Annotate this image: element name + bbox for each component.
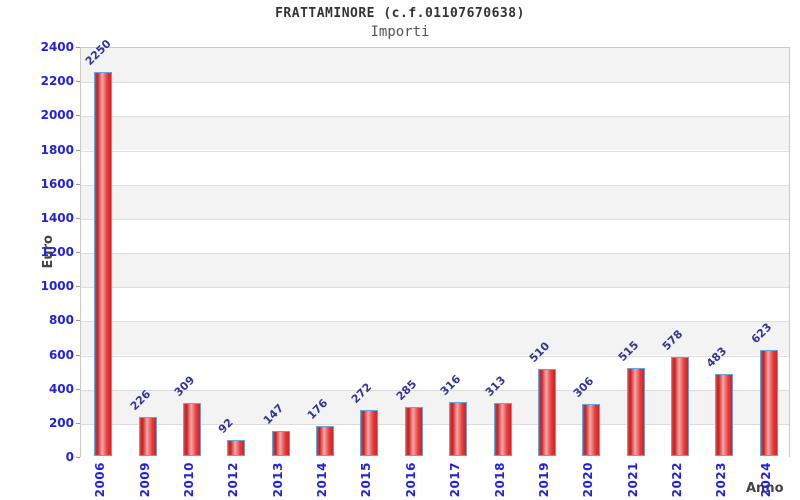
gridline — [81, 287, 789, 289]
y-tick-mark — [76, 354, 80, 356]
bar-2022 — [671, 357, 690, 456]
y-tick-mark — [76, 286, 80, 288]
bar-2019 — [537, 368, 556, 456]
y-tick-label: 1200 — [40, 245, 74, 259]
gridline — [81, 321, 789, 323]
x-tick-label: 2013 — [270, 462, 285, 498]
plot-area: 2250 226 309 92 147 176 272 285 316 313 510 306 515 5… — [80, 37, 790, 458]
x-tick-label: 2006 — [93, 462, 108, 498]
bar-2012 — [227, 440, 246, 456]
y-tick-label: 2400 — [40, 40, 74, 54]
y-tick-label: 2000 — [40, 108, 74, 123]
x-tick-label: 2017 — [448, 462, 463, 498]
y-tick-mark — [76, 183, 80, 185]
y-tick-label: 400 — [48, 381, 74, 396]
y-tick-label: 0 — [65, 450, 74, 464]
grid-band — [81, 82, 789, 117]
bar-2024 — [759, 349, 778, 456]
y-tick-label: 1800 — [40, 142, 74, 157]
bar-2016 — [404, 407, 423, 456]
bar-2018 — [493, 402, 512, 456]
y-tick-label: 1400 — [40, 210, 74, 225]
grid-band — [81, 116, 789, 151]
y-tick-label: 800 — [48, 313, 74, 328]
bar-2020 — [582, 403, 601, 456]
y-tick-mark — [76, 115, 80, 117]
y-tick-label: 2200 — [40, 74, 74, 89]
y-tick-label: 1000 — [40, 279, 74, 294]
bar-2013 — [271, 430, 290, 456]
y-tick-mark — [76, 252, 80, 253]
y-tick-mark — [76, 422, 80, 424]
x-tick-label: 2015 — [359, 462, 374, 498]
x-tick-label: 2024 — [758, 462, 773, 498]
grid-band — [81, 150, 789, 185]
x-tick-label: 2021 — [625, 462, 640, 498]
x-tick-label: 2012 — [226, 462, 241, 498]
y-tick-mark — [76, 47, 80, 48]
grid-band — [81, 253, 789, 288]
grid-band — [81, 184, 789, 219]
x-tick-label: 2018 — [492, 462, 507, 498]
grid-band — [81, 287, 789, 322]
x-tick-label: 2023 — [714, 462, 729, 498]
bar-2023 — [715, 373, 734, 456]
grid-band — [81, 355, 789, 390]
y-tick-label: 1600 — [40, 176, 74, 191]
bar-2010 — [182, 403, 201, 456]
gridline — [81, 355, 789, 357]
bar-2014 — [316, 425, 335, 456]
y-tick-label: 600 — [48, 347, 74, 362]
chart-title: FRATTAMINORE (c.f.01107670638) — [275, 6, 525, 21]
x-tick-label: 2010 — [181, 462, 196, 498]
y-tick-mark — [76, 149, 80, 151]
bar-2009 — [138, 417, 157, 456]
bar-2021 — [626, 368, 645, 456]
bar-2017 — [449, 402, 468, 456]
grid-band — [81, 48, 789, 83]
bar-2006 — [94, 71, 113, 456]
y-tick-mark — [76, 81, 80, 83]
chart-subtitle: Importi — [370, 24, 430, 40]
x-tick-label: 2009 — [137, 462, 152, 498]
grid-band — [81, 321, 789, 356]
gridline — [81, 218, 789, 220]
x-tick-label: 2022 — [670, 462, 685, 498]
y-tick-mark — [76, 320, 80, 322]
bar-2015 — [360, 409, 379, 456]
gridline — [81, 82, 789, 84]
x-tick-label: 2020 — [581, 462, 596, 498]
x-tick-label: 2019 — [536, 462, 551, 498]
grid-band — [81, 218, 789, 253]
y-tick-mark — [76, 457, 80, 458]
gridline — [81, 150, 789, 152]
gridline — [81, 253, 789, 254]
x-axis-title: Anno — [746, 481, 784, 496]
gridline — [81, 116, 789, 118]
x-tick-label: 2014 — [315, 462, 330, 498]
y-tick-mark — [76, 388, 80, 390]
x-tick-label: 2016 — [403, 462, 418, 498]
gridline — [81, 389, 789, 391]
gridline — [81, 423, 789, 425]
y-tick-label: 200 — [48, 415, 74, 430]
gridline — [81, 184, 789, 186]
y-tick-mark — [76, 217, 80, 219]
